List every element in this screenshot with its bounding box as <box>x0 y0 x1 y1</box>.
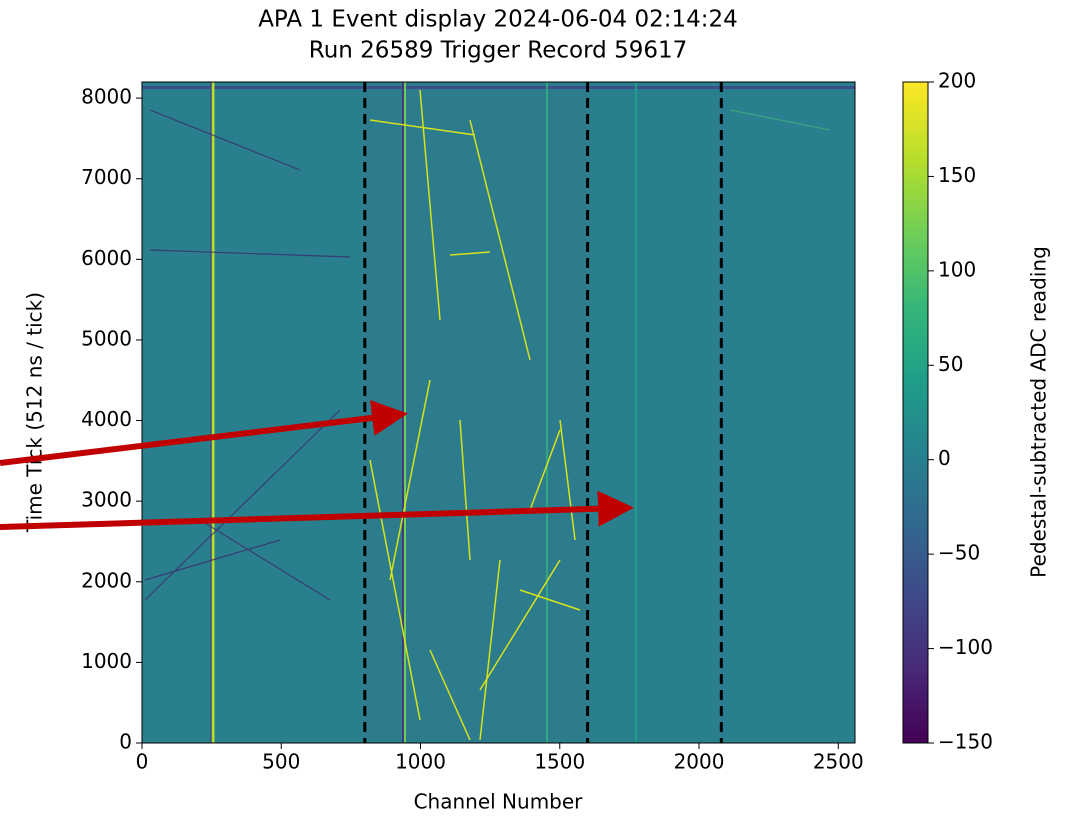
chart-subtitle: Run 26589 Trigger Record 59617 <box>309 38 687 64</box>
colorbar-tick-label: −50 <box>938 541 980 565</box>
colorbar-label: Pedestal-subtracted ADC reading <box>1027 246 1051 578</box>
y-tick-label: 5000 <box>81 326 132 350</box>
chart-title: APA 1 Event display 2024-06-04 02:14:24 <box>258 7 738 33</box>
x-tick-label: 2500 <box>813 750 864 774</box>
colorbar-tick-label: 0 <box>938 446 951 470</box>
y-tick-label: 8000 <box>81 85 132 109</box>
y-axis-label: Time Tick (512 ns / tick) <box>23 292 47 533</box>
plot-frame <box>141 81 856 744</box>
x-tick-label: 1000 <box>395 750 446 774</box>
x-tick-label: 0 <box>136 750 149 774</box>
y-tick-label: 7000 <box>81 165 132 189</box>
heatmap-image <box>142 82 855 743</box>
colorbar <box>902 81 929 744</box>
x-tick-label: 2000 <box>674 750 725 774</box>
y-tick-label: 0 <box>119 730 132 754</box>
x-tick-label: 1500 <box>534 750 585 774</box>
y-tick-label: 1000 <box>81 649 132 673</box>
x-tick-label: 500 <box>262 750 300 774</box>
colorbar-tick-label: 150 <box>938 163 976 187</box>
colorbar-tick-label: 50 <box>938 352 963 376</box>
colorbar-tick-label: 100 <box>938 257 976 281</box>
annotation-arrows <box>0 400 634 530</box>
y-tick-label: 2000 <box>81 568 132 592</box>
y-tick-label: 3000 <box>81 488 132 512</box>
x-axis-label: Channel Number <box>414 790 584 814</box>
y-tick-label: 6000 <box>81 246 132 270</box>
y-tick-label: 4000 <box>81 407 132 431</box>
colorbar-tick-label: −100 <box>938 635 993 659</box>
colorbar-tick-label: 200 <box>938 69 976 93</box>
colorbar-tick-label: −150 <box>938 730 993 754</box>
